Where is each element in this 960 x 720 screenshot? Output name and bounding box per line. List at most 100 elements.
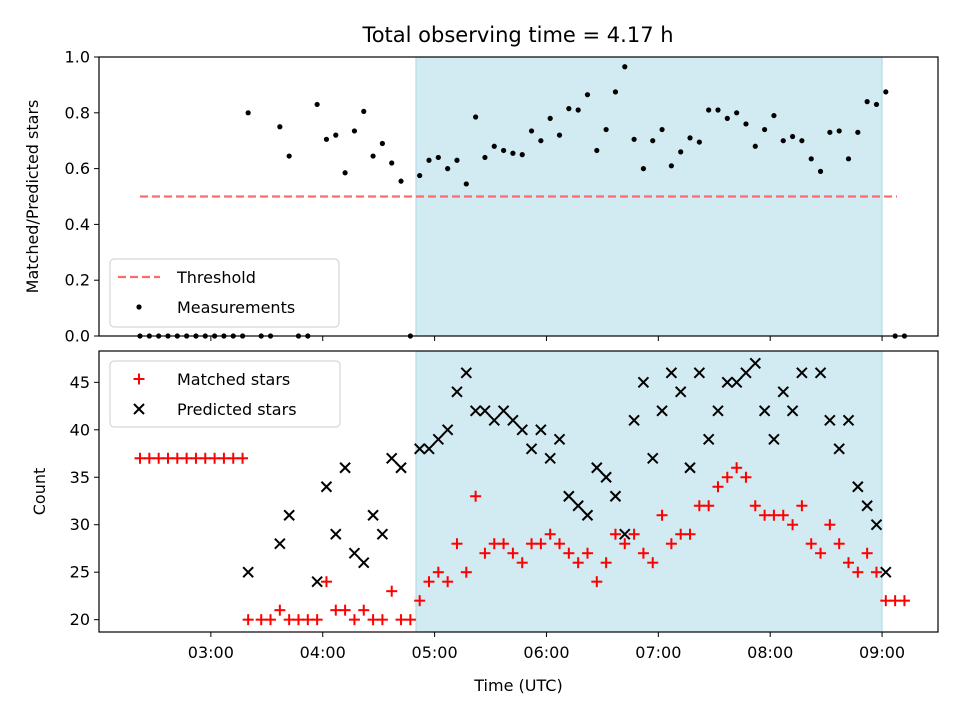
matched-star-marker [740, 471, 752, 483]
predicted-star-marker [861, 500, 873, 512]
predicted-star-stroke [684, 462, 696, 474]
legend-matched-label: Matched stars [177, 370, 290, 389]
predicted-star-stroke [395, 462, 407, 474]
measurement-point [687, 135, 693, 141]
predicted-star-marker [432, 433, 445, 445]
predicted-star-stroke [647, 452, 659, 464]
measurement-point [855, 129, 861, 135]
predicted-star-marker [274, 538, 286, 550]
predicted-star-marker [488, 414, 500, 427]
measurement-point [245, 110, 251, 116]
matched-star-marker [861, 547, 873, 559]
predicted-star-marker [609, 490, 622, 502]
measurement-point [454, 157, 460, 163]
predicted-star-marker [535, 424, 547, 436]
ratio-ylabel: Matched/Predicted stars [23, 100, 42, 294]
matched-star-marker [712, 481, 724, 493]
measurement-point [873, 101, 880, 108]
count-legend: Matched stars Predicted stars [109, 360, 341, 428]
predicted-star-marker [386, 452, 398, 464]
count-xtick-label: 03:00 [188, 643, 234, 662]
predicted-star-stroke [591, 462, 603, 474]
predicted-star-stroke [861, 500, 873, 512]
predicted-star-stroke [479, 405, 491, 417]
predicted-star-stroke [413, 443, 426, 455]
predicted-star-stroke [423, 443, 435, 455]
matched-star-marker [274, 604, 286, 616]
predicted-star-marker [469, 405, 482, 417]
count-ytick-label: 25 [70, 563, 90, 582]
matched-star-marker [787, 519, 799, 531]
count-panel: 20 25 30 35 40 45 03:00 04:00 05:00 06:00 07:00 08:… [30, 350, 939, 695]
measurement-point [762, 126, 768, 133]
predicted-star-stroke [572, 500, 584, 512]
matched-star-marker [218, 452, 230, 464]
measurement-point [584, 92, 591, 98]
matched-star-marker [498, 538, 510, 550]
predicted-star-stroke [451, 386, 463, 398]
measurement-point [389, 160, 395, 166]
predicted-star-marker [824, 414, 836, 427]
predicted-star-marker [712, 405, 724, 417]
count-frame [98, 350, 939, 633]
predicted-star-stroke [441, 424, 454, 436]
matched-star-marker [460, 566, 472, 578]
predicted-star-stroke [386, 452, 398, 464]
measurement-point [482, 154, 488, 161]
ratio-ytick-label: 0.4 [65, 215, 90, 234]
predicted-star-stroke [432, 433, 445, 445]
matched-star-marker [242, 614, 254, 626]
matched-star-marker [656, 509, 668, 521]
matched-star-marker [190, 452, 202, 464]
measurement-point [500, 147, 507, 154]
matched-star-marker [824, 519, 836, 531]
predicted-star-marker [563, 490, 575, 502]
predicted-star-stroke [674, 386, 687, 398]
matched-star-marker [600, 557, 612, 569]
matched-star-marker [358, 604, 370, 616]
predicted-star-marker [730, 376, 743, 389]
predicted-star-stroke [758, 405, 771, 417]
measurement-point [883, 89, 889, 95]
matched-star-marker [665, 538, 677, 550]
matched-star-marker [255, 614, 267, 626]
matched-star-marker [470, 490, 482, 502]
count-shaded-region [415, 350, 883, 633]
matched-star-marker [348, 614, 360, 626]
predicted-star-stroke [274, 538, 286, 550]
matched-star-marker [423, 576, 435, 588]
matched-star-marker [647, 557, 659, 569]
predicted-star-marker [684, 462, 696, 474]
count-ylabel: Count [30, 468, 49, 516]
predicted-star-marker [796, 367, 808, 379]
measurement-point [799, 138, 805, 144]
matched-star-marker [386, 585, 398, 597]
matched-star-marker [693, 500, 705, 512]
predicted-star-marker [330, 528, 342, 540]
matched-star-marker [749, 500, 761, 512]
matched-star-marker [237, 452, 249, 464]
measurement-point [435, 154, 441, 161]
predicted-star-stroke [824, 414, 836, 427]
predicted-star-marker [628, 414, 640, 427]
measurement-point [678, 149, 684, 155]
measurement-point [547, 115, 553, 121]
predicted-star-marker [413, 443, 426, 455]
predicted-star-stroke [600, 471, 612, 483]
predicted-star-marker [348, 547, 361, 559]
predicted-star-marker [665, 367, 678, 379]
matched-star-marker [535, 538, 547, 550]
measurement-point [342, 170, 348, 176]
matched-star-marker [330, 604, 342, 616]
predicted-star-stroke [516, 424, 528, 436]
measurement-point [445, 166, 451, 172]
predicted-star-stroke [525, 443, 538, 455]
predicted-star-marker [441, 424, 454, 436]
matched-star-marker [870, 566, 882, 578]
measurement-point [845, 156, 852, 162]
matched-star-marker [153, 452, 165, 464]
matched-star-marker [209, 452, 221, 464]
measurement-point [314, 101, 320, 108]
matched-star-marker [843, 557, 855, 569]
legend-predicted-swatch [133, 403, 145, 415]
